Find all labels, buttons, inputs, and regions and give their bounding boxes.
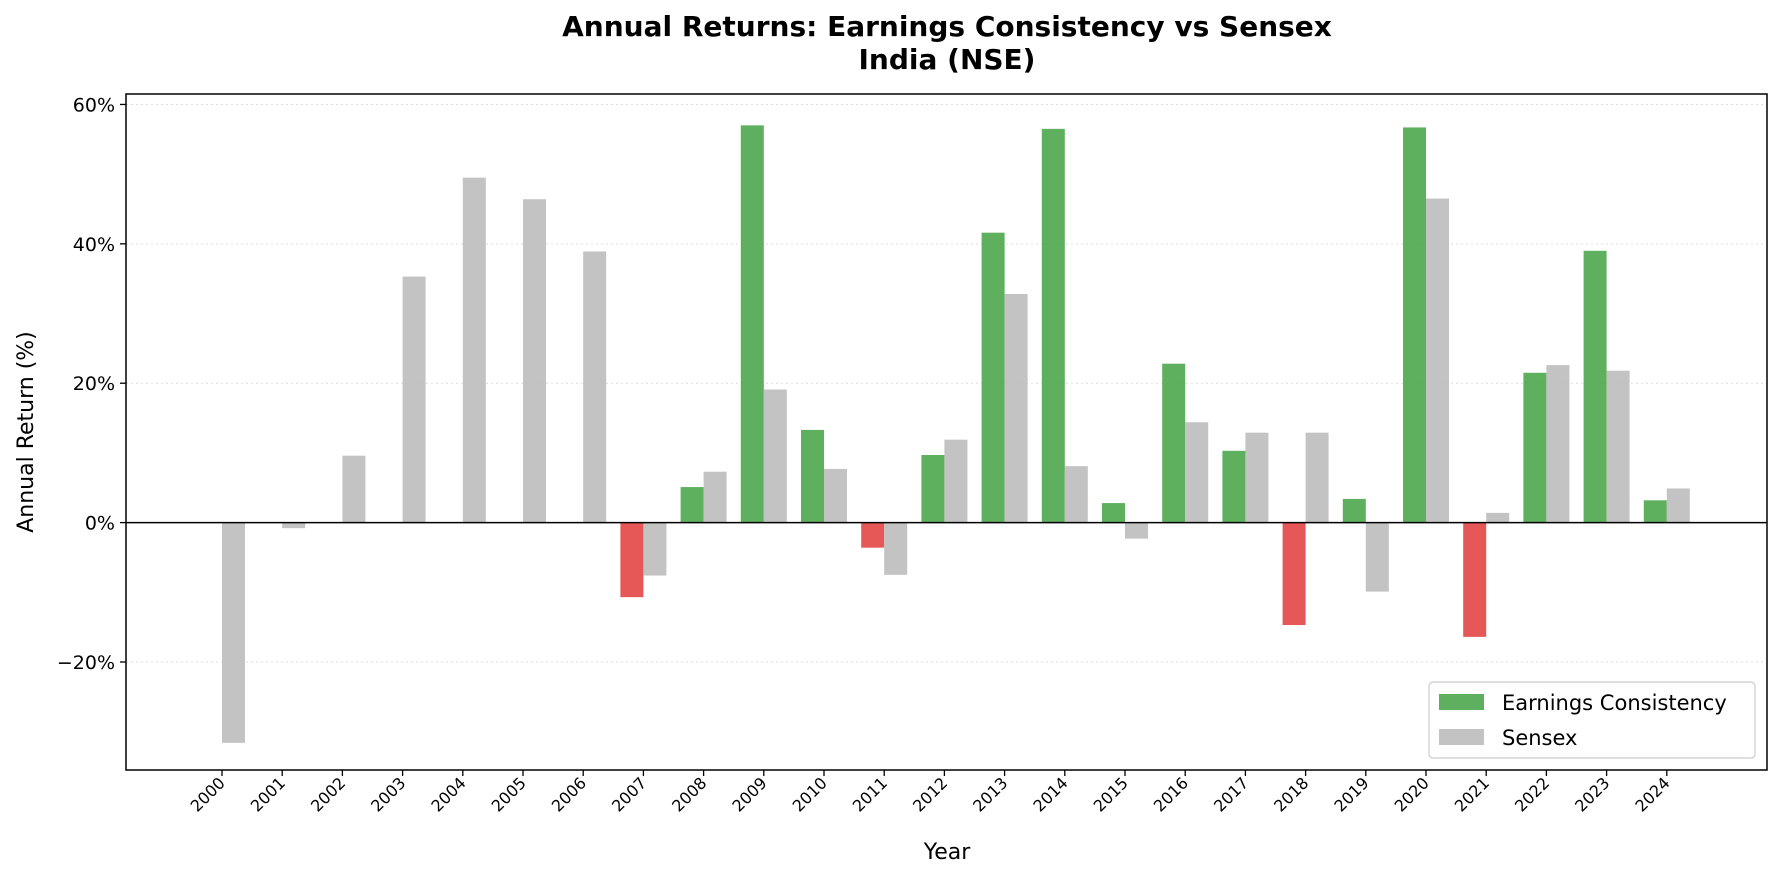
x-tick-label-2022: 2022 (1511, 773, 1553, 815)
bar-earnings-2020 (1403, 127, 1426, 523)
y-tick-label-3: 40% (73, 234, 115, 256)
y-tick-label-0: −20% (57, 652, 115, 674)
x-tick-label-2018: 2018 (1270, 773, 1312, 815)
x-tick-label-2024: 2024 (1631, 773, 1673, 815)
bar-sensex-2021 (1486, 512, 1510, 523)
bar-earnings-2007 (620, 522, 644, 598)
x-tick-label-2015: 2015 (1090, 773, 1132, 815)
x-tick-label-2020: 2020 (1391, 773, 1433, 815)
legend-frame (1428, 681, 1756, 759)
bar-sensex-2024 (1666, 488, 1690, 523)
chart-subtitle: India (NSE) (859, 43, 1036, 76)
x-tick-label-2023: 2023 (1571, 773, 1613, 815)
bar-sensex-2009 (763, 389, 787, 523)
x-tick-label-2000: 2000 (187, 773, 229, 815)
x-axis-label: Year (923, 840, 972, 865)
bar-sensex-2018 (1305, 432, 1329, 523)
y-tick-label-1: 0% (85, 513, 115, 535)
bar-earnings-2012 (921, 454, 945, 523)
bar-earnings-2011 (861, 522, 885, 548)
bar-sensex-2005 (523, 199, 546, 523)
bar-earnings-2018 (1282, 522, 1306, 626)
legend-swatch-sensex (1439, 729, 1484, 745)
x-axis: 2000 2001 2002 2003 2004 2005 2006 2007 2008 2009… (187, 770, 1674, 816)
bar-earnings-2017 (1222, 450, 1246, 523)
bar-sensex-2001 (282, 522, 306, 529)
x-tick-label-2009: 2009 (728, 773, 770, 815)
bar-sensex-2012 (944, 439, 968, 523)
bar-earnings-2023 (1583, 250, 1607, 523)
bar-sensex-2017 (1245, 432, 1269, 523)
bar-earnings-2019 (1342, 498, 1366, 523)
bar-sensex-2016 (1185, 422, 1209, 523)
bar-sensex-2019 (1365, 522, 1389, 592)
bars (222, 125, 1690, 743)
bar-earnings-2015 (1102, 503, 1125, 523)
x-tick-label-2001: 2001 (247, 773, 289, 815)
legend: Earnings Consistency Sensex (1428, 681, 1756, 759)
y-axis-label: Annual Return (%) (14, 331, 39, 533)
x-tick-label-2004: 2004 (427, 773, 469, 815)
bar-sensex-2015 (1125, 522, 1148, 539)
x-tick-label-2003: 2003 (367, 773, 409, 815)
bar-sensex-2008 (703, 471, 727, 523)
bar-sensex-2020 (1426, 198, 1449, 523)
bar-earnings-2021 (1463, 522, 1487, 637)
x-tick-label-2002: 2002 (307, 773, 349, 815)
bar-sensex-2002 (342, 455, 366, 523)
bar-sensex-2006 (583, 251, 607, 523)
x-tick-label-2013: 2013 (969, 773, 1011, 815)
bar-sensex-2007 (643, 522, 667, 576)
x-tick-label-2007: 2007 (608, 773, 650, 815)
gridlines (126, 103, 1767, 663)
bar-earnings-2008 (680, 487, 704, 523)
bar-sensex-2013 (1004, 294, 1028, 523)
legend-label-earnings: Earnings Consistency (1502, 691, 1727, 715)
x-tick-label-2021: 2021 (1451, 773, 1493, 815)
bar-earnings-2014 (1041, 128, 1065, 523)
bar-sensex-2000 (222, 522, 245, 743)
bar-sensex-2023 (1606, 370, 1630, 523)
bar-earnings-2010 (801, 429, 824, 523)
bar-earnings-2022 (1523, 372, 1547, 523)
x-tick-label-2019: 2019 (1330, 773, 1372, 815)
x-tick-label-2008: 2008 (668, 773, 710, 815)
bar-sensex-2010 (824, 468, 847, 523)
x-tick-label-2010: 2010 (789, 773, 831, 815)
bar-sensex-2022 (1546, 365, 1570, 523)
x-tick-label-2005: 2005 (488, 773, 530, 815)
bar-earnings-2009 (740, 125, 764, 523)
y-tick-label-2: 20% (73, 373, 115, 395)
x-tick-label-2017: 2017 (1210, 773, 1252, 815)
bar-sensex-2003 (402, 276, 426, 523)
x-tick-label-2014: 2014 (1029, 773, 1071, 815)
bar-sensex-2004 (462, 177, 486, 523)
y-tick-label-4: 60% (73, 94, 115, 116)
bar-earnings-2016 (1162, 363, 1186, 523)
x-tick-label-2011: 2011 (849, 773, 891, 815)
legend-swatch-earnings (1439, 694, 1484, 710)
legend-label-sensex: Sensex (1502, 726, 1577, 750)
x-tick-label-2012: 2012 (909, 773, 951, 815)
chart-title: Annual Returns: Earnings Consistency vs … (562, 10, 1332, 43)
bar-sensex-2014 (1064, 466, 1088, 523)
bar-sensex-2011 (884, 522, 908, 575)
y-axis: −20% 0% 20% 40% 60% (57, 94, 126, 674)
x-tick-label-2016: 2016 (1150, 773, 1192, 815)
bar-earnings-2013 (981, 232, 1005, 523)
bar-earnings-2024 (1643, 500, 1667, 523)
x-tick-label-2006: 2006 (548, 773, 590, 815)
plot-frame (125, 93, 1768, 771)
